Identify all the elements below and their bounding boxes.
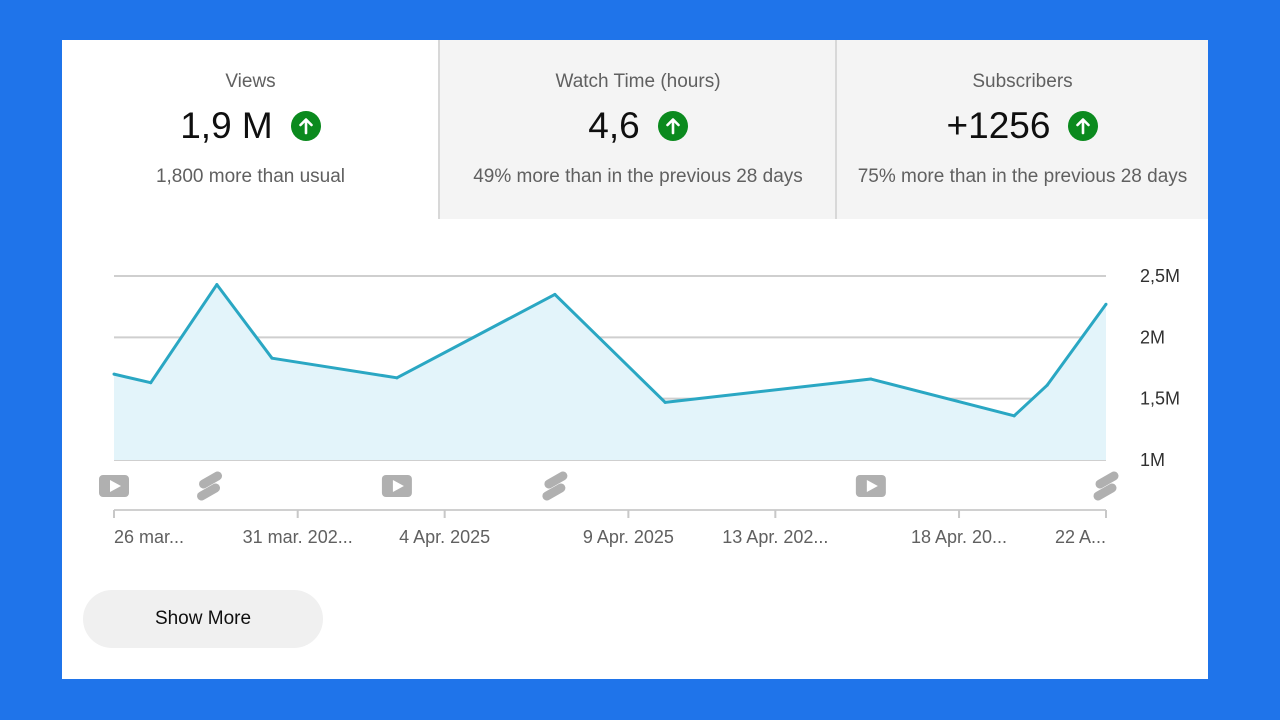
data-point <box>1045 383 1049 387</box>
tab-views-sub: 1,800 more than usual <box>155 166 346 187</box>
x-tick-label: 18 Apr. 20... <box>911 527 1007 547</box>
views-chart: 2,5M 2M 1,5M 1M 26 mar... 31 mar. 202... 4 Ap… <box>99 266 1180 547</box>
x-tick-label: 31 mar. 202... <box>243 527 353 547</box>
trend-up-icon <box>657 111 688 141</box>
tab-subscribers-sub: 75% more than in the previous 28 days <box>857 166 1188 187</box>
tab-watch-time-value: 4,6 <box>588 105 640 146</box>
shorts-upload-icon <box>542 471 568 501</box>
tab-subscribers-label: Subscribers <box>972 71 1073 92</box>
video-upload-icon <box>99 475 129 497</box>
tab-views[interactable]: Views 1,9 M 1,800 more than usual <box>62 40 439 219</box>
video-upload-icon <box>855 475 886 497</box>
y-tick-label: 1M <box>1140 450 1165 470</box>
x-tick-label: 13 Apr. 202... <box>722 527 828 547</box>
show-more-button[interactable]: Show More <box>83 590 323 648</box>
data-point <box>215 283 219 287</box>
metric-tabs: Views 1,9 M 1,800 more than usual Watch … <box>62 40 1208 219</box>
shorts-upload-icon <box>1093 471 1119 501</box>
data-point <box>663 400 667 404</box>
video-upload-icon <box>381 475 412 497</box>
data-point <box>149 381 153 385</box>
data-point <box>1104 302 1108 306</box>
tab-views-label: Views <box>225 71 276 92</box>
trend-up-icon <box>1068 111 1099 141</box>
y-tick-label: 1,5M <box>1140 389 1180 409</box>
data-point <box>270 356 274 360</box>
x-tick-label: 9 Apr. 2025 <box>583 527 674 547</box>
area-fill <box>114 284 1106 460</box>
y-tick-label: 2M <box>1140 327 1165 347</box>
y-tick-label: 2,5M <box>1140 266 1180 286</box>
data-point <box>869 377 873 381</box>
data-point <box>1012 414 1016 418</box>
data-point <box>112 372 116 376</box>
tab-views-value: 1,9 M <box>180 105 273 146</box>
tab-subscribers-value: +1256 <box>946 105 1051 146</box>
x-tick-label: 4 Apr. 2025 <box>399 527 490 547</box>
tab-watch-time-label: Watch Time (hours) <box>555 71 721 92</box>
shorts-upload-icon <box>197 471 223 501</box>
data-point <box>553 292 557 296</box>
analytics-card: Views 1,9 M 1,800 more than usual Watch … <box>62 40 1208 679</box>
tab-watch-time-sub: 49% more than in the previous 28 days <box>473 166 803 187</box>
data-point <box>395 376 399 380</box>
x-tick-label: 26 mar... <box>114 527 184 547</box>
trend-up-icon <box>290 111 321 141</box>
tab-subscribers[interactable]: Subscribers +1256 75% more than in the p… <box>835 40 1208 219</box>
x-tick-label: 22 A... <box>1055 527 1106 547</box>
tab-watch-time[interactable]: Watch Time (hours) 4,6 49% more than in … <box>438 40 836 219</box>
